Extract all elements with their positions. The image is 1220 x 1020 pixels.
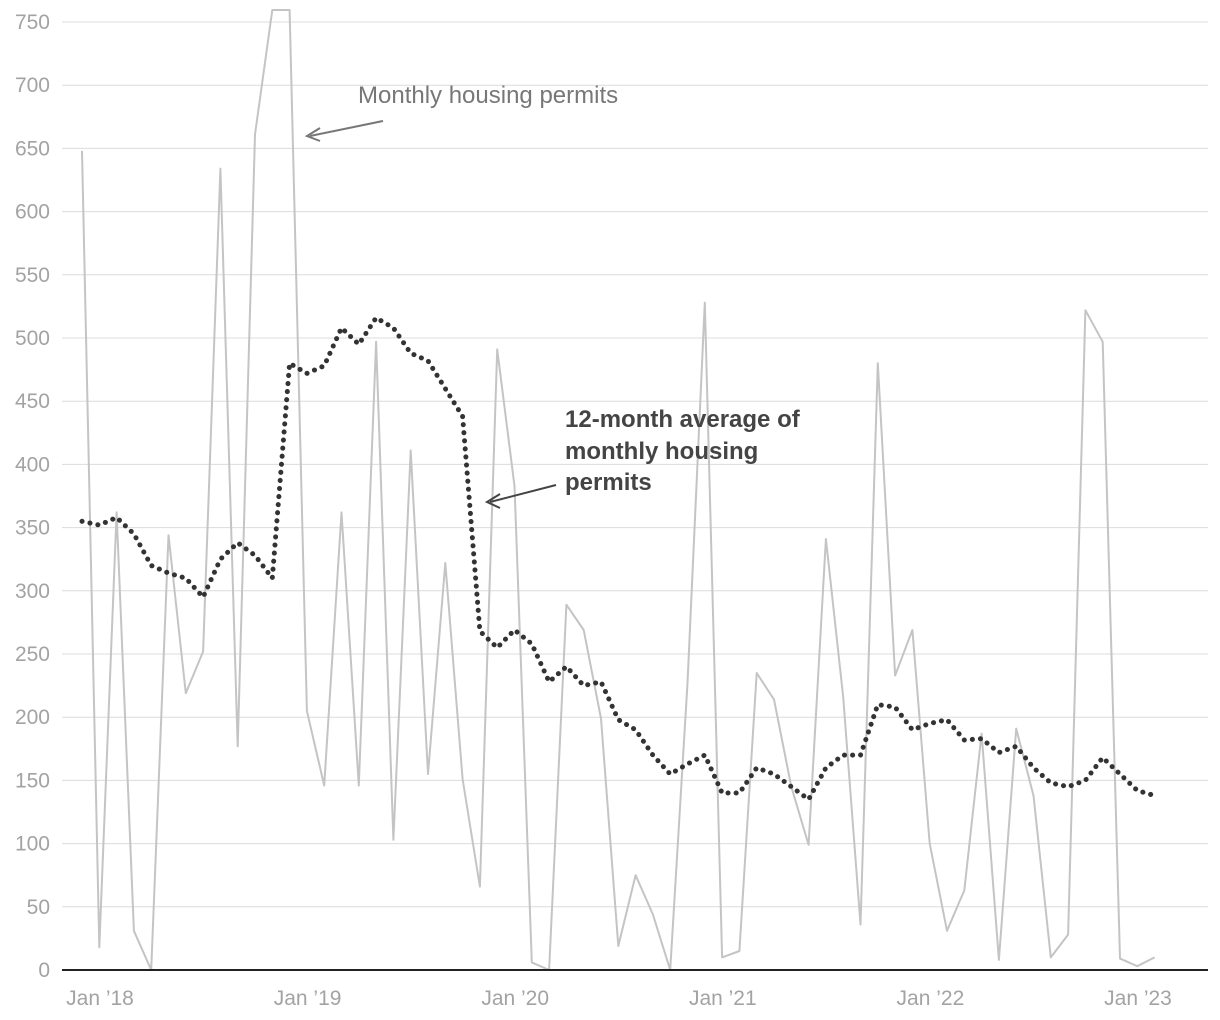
series-line-12-month-average [79, 315, 1158, 802]
annotation-average-arrow [489, 484, 557, 503]
x-axis-tick-labels: Jan ’18 Jan ’19 Jan ’20 Jan ’21 Jan ’22 Jan ’… [66, 987, 1172, 1010]
annotation-monthly: Monthly housing permits [304, 82, 618, 142]
annotation-monthly-label: Monthly housing permits [358, 82, 618, 109]
annotation-average: 12-month average of monthly housing perm… [484, 406, 801, 509]
y-tick-label-400: 400 [15, 453, 50, 476]
x-tick-label-1: Jan ’19 [274, 987, 342, 1010]
y-tick-label-150: 150 [15, 769, 50, 792]
y-tick-label-250: 250 [15, 643, 50, 666]
annotation-monthly-arrow [309, 120, 384, 137]
y-tick-label-50: 50 [27, 896, 50, 919]
annotation-average-line-1: 12-month average of [565, 406, 801, 433]
x-tick-label-5: Jan ’23 [1104, 987, 1172, 1010]
y-tick-label-450: 450 [15, 390, 50, 413]
y-tick-label-750: 750 [15, 11, 50, 34]
y-tick-label-550: 550 [15, 264, 50, 287]
x-tick-label-4: Jan ’22 [897, 987, 965, 1010]
series [79, 9, 1158, 971]
y-tick-label-350: 350 [15, 517, 50, 540]
series-line-monthly-permits [81, 9, 1156, 971]
annotation-average-line-2: monthly housing [565, 438, 758, 465]
annotation-average-arrowhead [484, 493, 501, 509]
x-tick-label-3: Jan ’21 [689, 987, 757, 1010]
annotation-average-line-3: permits [565, 469, 652, 496]
x-tick-label-0: Jan ’18 [66, 987, 134, 1010]
y-axis-tick-labels: 0 50 100 150 200 250 300 350 400 450 500 550 600 650 7… [15, 11, 50, 982]
annotation-monthly-arrowhead [304, 127, 321, 142]
x-tick-label-2: Jan ’20 [481, 987, 549, 1010]
y-tick-label-100: 100 [15, 833, 50, 856]
y-tick-label-500: 500 [15, 327, 50, 350]
y-tick-label-300: 300 [15, 580, 50, 603]
y-tick-label-650: 650 [15, 137, 50, 160]
y-tick-label-200: 200 [15, 706, 50, 729]
y-tick-label-700: 700 [15, 74, 50, 97]
y-tick-label-600: 600 [15, 201, 50, 224]
y-tick-label-0: 0 [38, 959, 50, 982]
